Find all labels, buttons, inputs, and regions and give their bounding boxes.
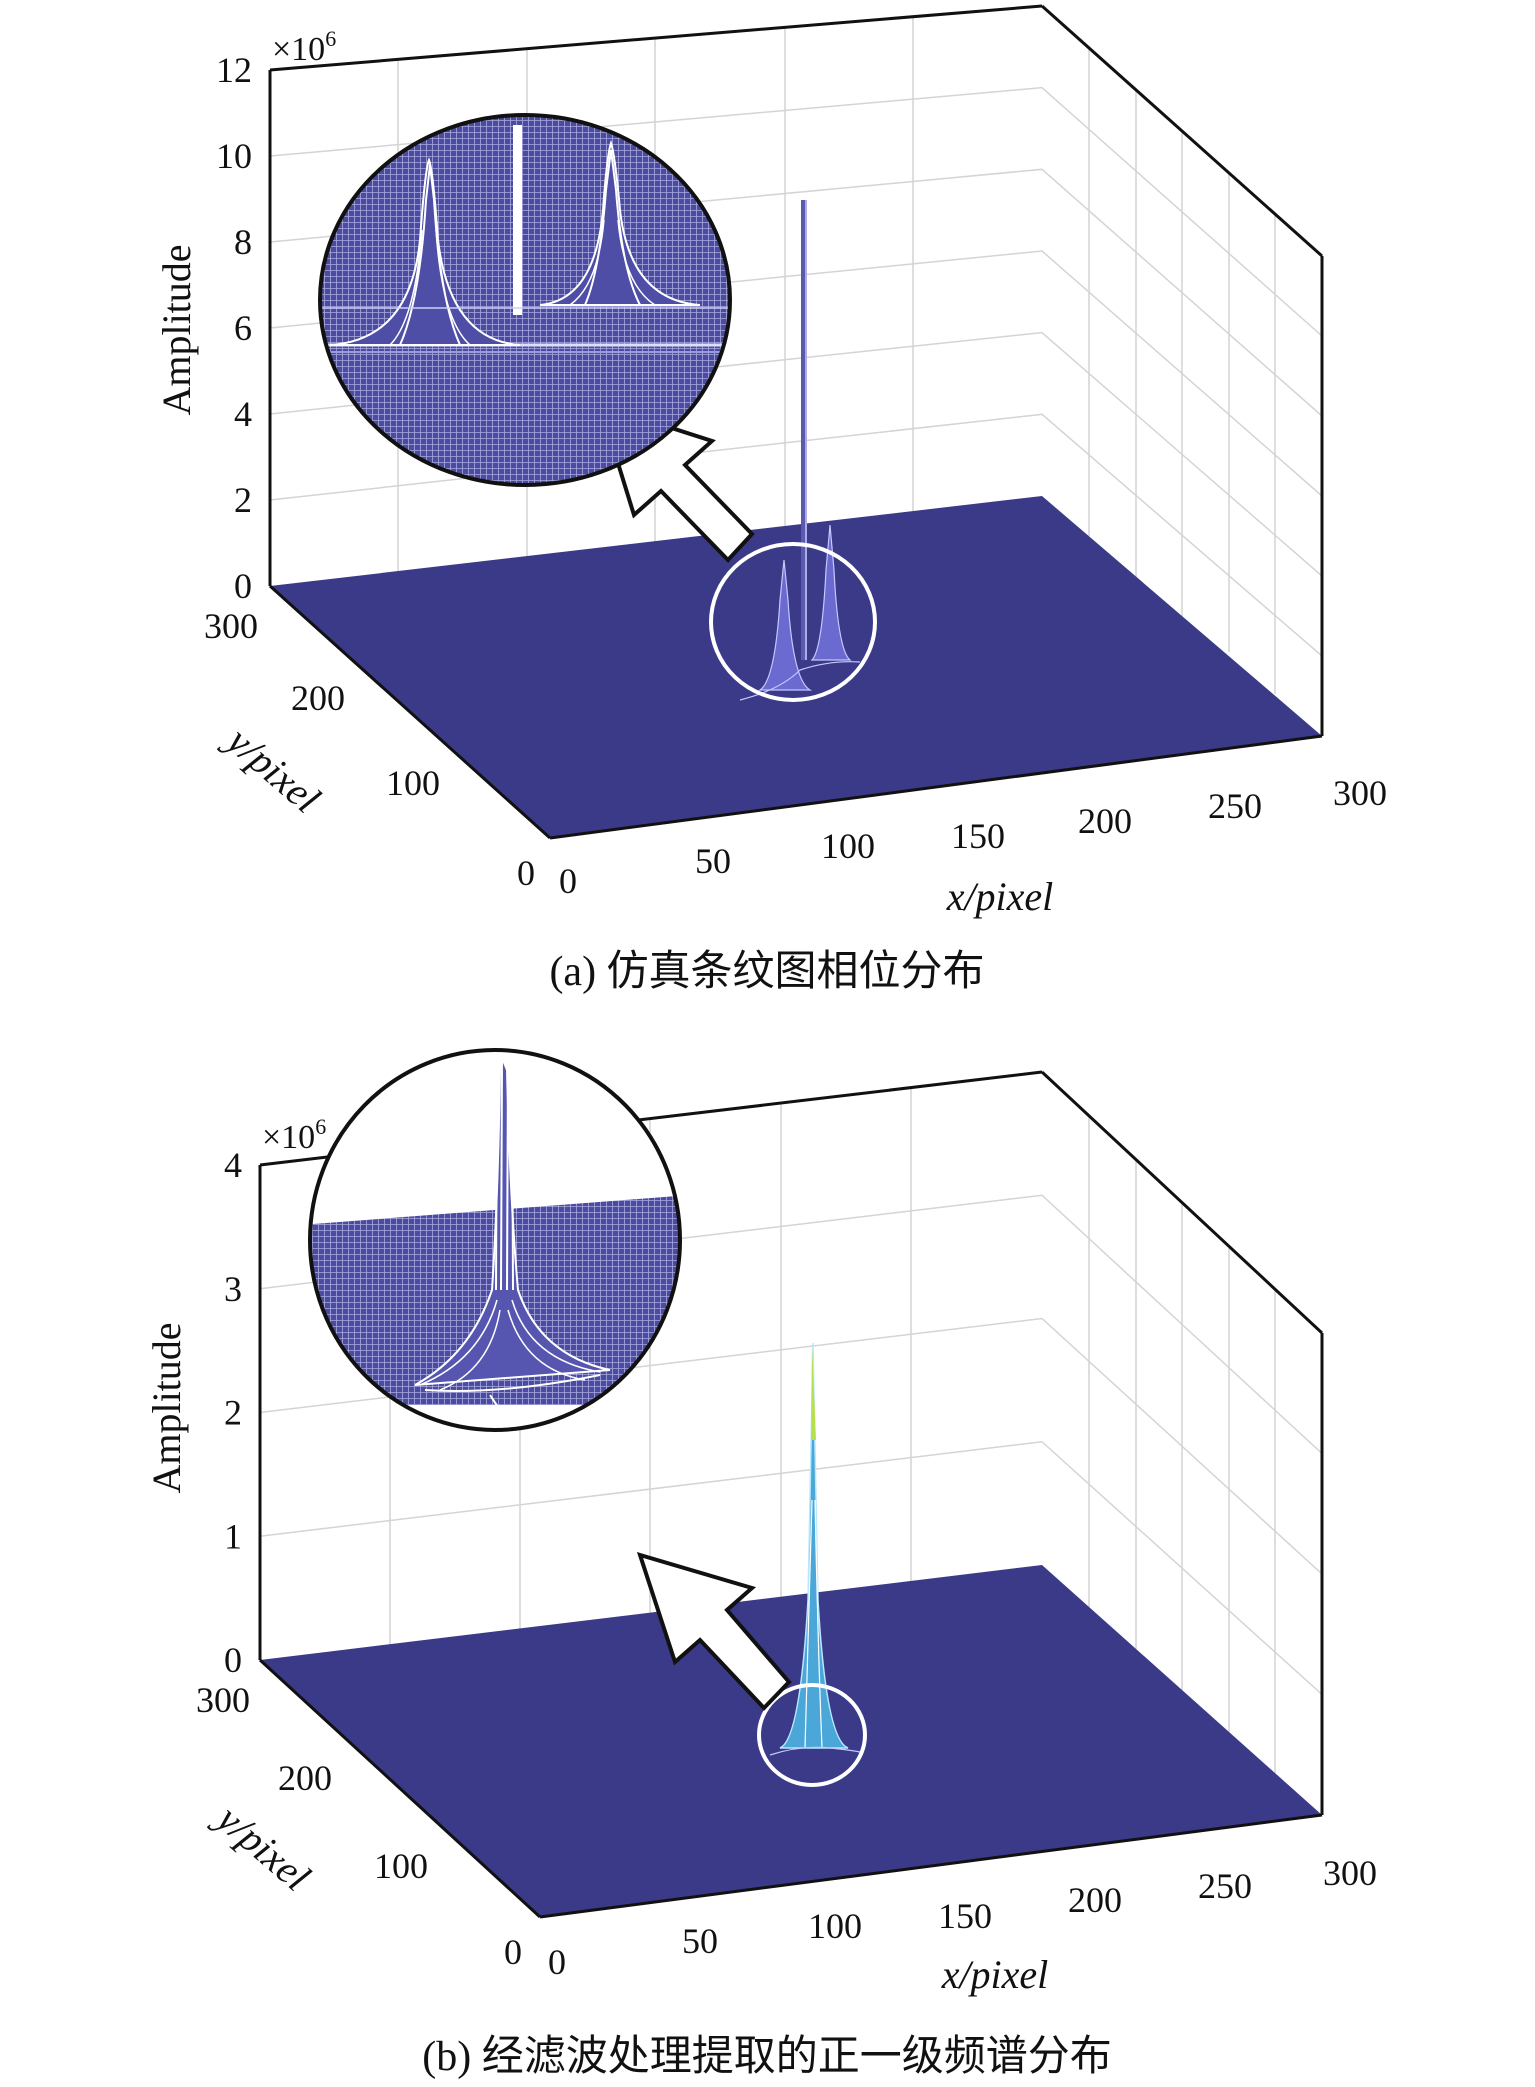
z-tick-label: 12 [216,50,252,90]
axes-frame [268,4,1324,840]
x-axis-label: x/pixel [946,874,1054,919]
y-axis-label: y/pixel [206,1793,319,1900]
x-tick-label: 300 [1323,1853,1377,1893]
y-tick-labels: 0 100 200 300 [196,1680,522,1972]
surface-peaks [739,200,861,701]
panel-b: ×106 0 1 2 3 4 0 100 200 300 0 50 100 150 20… [144,1048,1377,2080]
y-tick-label: 100 [386,763,440,803]
x-tick-label: 250 [1208,786,1262,826]
x-tick-labels: 0 50 100 150 200 250 300 [559,773,1387,901]
z-multiplier: ×106 [262,1114,326,1156]
z-tick-label: 6 [234,308,252,348]
x-tick-label: 0 [548,1942,566,1982]
x-tick-label: 100 [821,826,875,866]
y-axis-label: y/pixel [216,715,329,822]
x-tick-label: 150 [951,816,1005,856]
y-tick-label: 0 [504,1932,522,1972]
z-tick-label: 8 [234,222,252,262]
z-tick-labels: 0 2 4 6 8 10 12 [216,50,252,606]
inset-magnified [308,1048,682,1432]
x-tick-labels: 0 50 100 150 200 250 300 [548,1853,1377,1982]
x-axis-label: x/pixel [941,1952,1049,1997]
x-tick-label: 100 [808,1906,862,1946]
y-tick-label: 300 [196,1680,250,1720]
z-tick-label: 1 [224,1516,242,1556]
x-tick-label: 0 [559,861,577,901]
x-tick-label: 250 [1198,1866,1252,1906]
z-tick-labels: 0 1 2 3 4 [224,1145,242,1680]
y-tick-label: 100 [374,1846,428,1886]
surface-peaks [769,1342,861,1756]
x-tick-label: 300 [1333,773,1387,813]
z-tick-label: 0 [224,1640,242,1680]
y-tick-label: 200 [291,678,345,718]
zoom-region-circle [709,542,877,702]
z-tick-label: 4 [224,1145,242,1185]
x-tick-label: 200 [1078,801,1132,841]
panel-a: ×106 0 2 4 6 8 10 12 0 100 200 300 0 50 100 15… [154,4,1387,995]
zoom-region-circle [757,1683,867,1787]
z-axis-label: Amplitude [144,1322,189,1493]
z-tick-label: 2 [234,480,252,520]
y-tick-labels: 0 100 200 300 [204,606,535,893]
x-tick-label: 200 [1068,1880,1122,1920]
zoom-arrow-icon [636,1552,792,1711]
z-tick-label: 10 [216,136,252,176]
y-tick-label: 200 [278,1758,332,1798]
z-multiplier: ×106 [272,26,336,68]
x-tick-label: 50 [695,841,731,881]
peak-main [779,1342,849,1749]
caption-a: (a) 仿真条纹图相位分布 [549,948,984,995]
inset-magnified [318,113,732,487]
peak-side-right [810,524,852,661]
z-tick-label: 3 [224,1269,242,1309]
y-tick-label: 300 [204,606,258,646]
z-tick-label: 4 [234,394,252,434]
y-tick-label: 0 [517,853,535,893]
x-tick-label: 150 [938,1896,992,1936]
z-tick-label: 2 [224,1393,242,1433]
x-tick-label: 50 [682,1921,718,1961]
z-tick-label: 0 [234,566,252,606]
peak-side-left [758,559,813,691]
caption-b: (b) 经滤波处理提取的正一级频谱分布 [422,2034,1111,2080]
z-axis-label: Amplitude [154,244,199,415]
